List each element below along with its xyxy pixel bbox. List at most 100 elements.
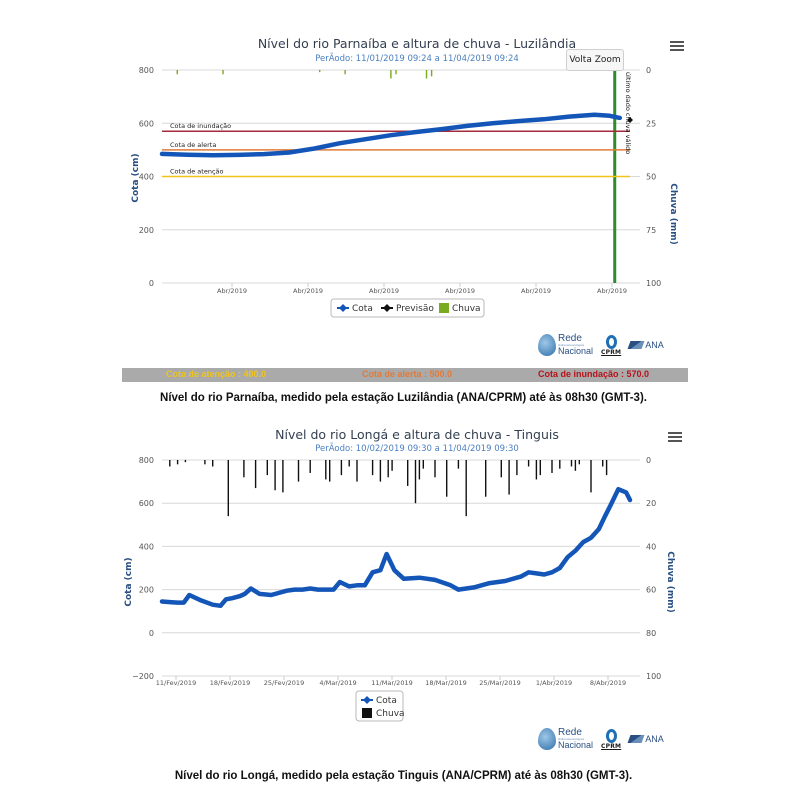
rain-bar: [570, 460, 573, 467]
logo-text: ANA: [645, 340, 664, 350]
logo-ana: ANA: [627, 340, 664, 350]
rain-bar: [318, 70, 321, 73]
thresholds-bar: Cota de atenção : 400.0 Cota de alerta :…: [122, 368, 688, 382]
y-tick-label: 800: [139, 456, 154, 465]
rain-bar: [391, 460, 393, 471]
chart-legend: Cota Previsão Chuva: [330, 298, 485, 318]
rain-bar: [590, 460, 592, 493]
rain-bar: [204, 460, 206, 465]
rain-bar: [527, 460, 530, 467]
rain-bar: [309, 460, 311, 473]
cprm-ring-icon: [605, 334, 617, 349]
rain-bar: [340, 460, 343, 476]
logo-text: Hidrometeorológica: [558, 737, 585, 741]
rain-bar: [485, 460, 487, 497]
rain-bar: [605, 460, 608, 476]
x-tick-label: 4/Mar/2019: [319, 679, 356, 687]
x-tick-label: 18/Mar/2019: [425, 679, 466, 687]
ana-wave-icon: [627, 341, 645, 349]
legend-label: Previsão: [396, 304, 434, 314]
y2-tick-label: 25: [646, 119, 656, 128]
alert-threshold-text: Cota de alerta : 500.0: [362, 369, 453, 379]
reset-zoom-button[interactable]: Volta Zoom: [566, 49, 624, 71]
y-axis-title: Cota (cm): [131, 153, 141, 202]
logo-text: ANA: [645, 734, 664, 744]
flood-threshold-text: Cota de inundação : 570.0: [538, 369, 650, 379]
y-tick-label: 200: [139, 226, 154, 235]
x-tick-label: Abr/2019: [217, 287, 247, 295]
y2-tick-label: 0: [646, 66, 651, 75]
y-tick-label: 400: [139, 173, 154, 182]
rain-bar: [465, 460, 467, 517]
legend-item-cota[interactable]: Cota: [337, 304, 373, 314]
rain-bar: [348, 460, 350, 467]
y2-tick-label: 50: [646, 173, 656, 182]
y-tick-label: −200: [132, 672, 154, 681]
legend-item-previsao[interactable]: Previsão: [381, 304, 434, 314]
chart-subtitle: PerÃodo: 11/01/2019 09:24 a 11/04/2019 0…: [315, 53, 519, 64]
y-tick-label: 800: [139, 66, 154, 75]
chart-menu-icon[interactable]: [668, 432, 682, 444]
logo-text: CPRM: [601, 348, 622, 356]
rain-bar: [254, 460, 257, 489]
legend-label: Chuva: [376, 709, 405, 719]
legend-item-cota[interactable]: Cota: [361, 696, 397, 706]
water-drop-icon: [538, 334, 556, 356]
chart-subtitle: PerÃodo: 10/02/2019 09:30 a 11/04/2019 0…: [315, 443, 519, 454]
rain-bar: [425, 70, 428, 79]
rain-bar: [222, 70, 224, 75]
rain-bar: [559, 460, 561, 469]
legend-item-chuva[interactable]: Chuva: [439, 303, 481, 314]
rain-bar: [578, 460, 580, 465]
logo-text: Nacional: [558, 740, 594, 750]
x-tick-label: 25/Mar/2019: [479, 679, 520, 687]
y-tick-label: 400: [139, 542, 154, 551]
x-tick-label: 11/Fev/2019: [156, 679, 196, 687]
rain-bar: [430, 70, 433, 77]
rain-bar: [297, 460, 300, 482]
legend-item-chuva[interactable]: Chuva: [362, 708, 405, 719]
y2-tick-label: 100: [646, 279, 661, 288]
logo-text: Nacional: [558, 346, 594, 356]
rain-bar: [516, 460, 518, 476]
legend-swatch: [362, 708, 372, 718]
rain-bar: [227, 460, 229, 517]
rain-bar: [212, 460, 214, 467]
forecast-point: [627, 117, 633, 124]
cprm-ring-icon: [605, 728, 617, 743]
legend-marker-diamond: [339, 304, 347, 312]
threshold-label: Cota de alerta: [170, 141, 216, 149]
y2-tick-label: 75: [646, 226, 656, 235]
x-tick-label: 1/Abr/2019: [536, 679, 572, 687]
x-tick-label: Abr/2019: [293, 287, 323, 295]
y2-tick-label: 60: [646, 586, 656, 595]
rain-bar: [356, 460, 358, 482]
y-tick-label: 600: [139, 499, 154, 508]
rain-bar: [395, 70, 397, 75]
legend-swatch: [439, 303, 449, 313]
cota-line: [159, 112, 623, 158]
rain-bar: [500, 460, 502, 478]
x-tick-label: 25/Fev/2019: [264, 679, 304, 687]
rain-bar: [344, 70, 346, 75]
y2-tick-label: 20: [646, 499, 656, 508]
chart-title: Nível do rio Longá e altura de chuva - T…: [275, 427, 559, 442]
legend-label: Cota: [376, 696, 397, 706]
rain-bar: [574, 460, 577, 471]
x-tick-label: Abr/2019: [597, 287, 627, 295]
last-valid-rain-marker-label: último dado chuva válido: [624, 72, 632, 154]
logo-text: Rede: [558, 727, 582, 738]
rain-bar: [282, 460, 284, 493]
attention-threshold-text: Cota de atenção : 400.0: [166, 369, 267, 379]
chart-menu-icon[interactable]: [670, 41, 684, 53]
logo-rede-hidrometeorologica: Rede Hidrometeorológica Nacional: [538, 334, 593, 356]
legend-label: Cota: [352, 304, 373, 314]
y2-tick-label: 80: [646, 629, 656, 638]
ana-wave-icon: [627, 735, 645, 743]
rain-bar: [414, 460, 417, 504]
rain-bar: [535, 460, 538, 480]
rain-bar: [274, 460, 276, 491]
logos-row: Rede Hidrometeorológica Nacional CPRM AN…: [538, 334, 664, 356]
rain-bar: [266, 460, 268, 476]
rain-bar: [184, 460, 187, 463]
